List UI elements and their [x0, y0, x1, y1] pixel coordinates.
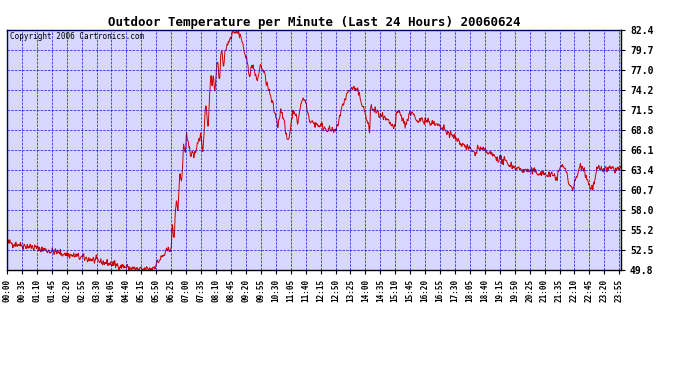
- Title: Outdoor Temperature per Minute (Last 24 Hours) 20060624: Outdoor Temperature per Minute (Last 24 …: [108, 16, 520, 29]
- Text: Copyright 2006 Cartronics.com: Copyright 2006 Cartronics.com: [10, 32, 144, 41]
